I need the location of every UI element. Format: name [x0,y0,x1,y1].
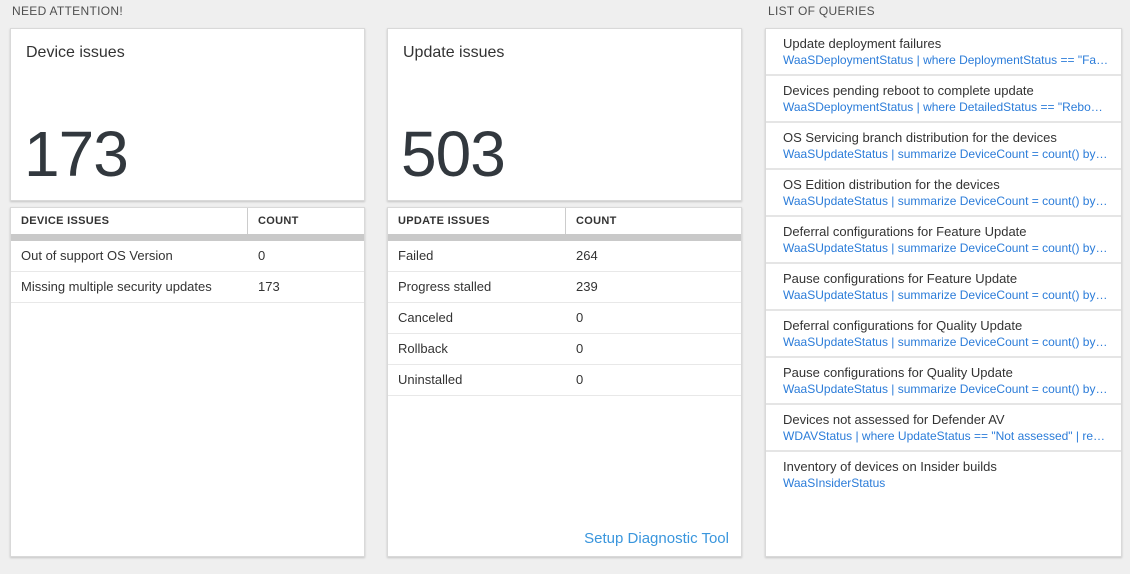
issue-count: 0 [258,248,266,263]
table-row[interactable]: Canceled 0 [388,303,741,334]
query-item[interactable]: OS Edition distribution for the devices … [766,170,1121,217]
issue-label: Out of support OS Version [21,248,173,263]
issue-label: Uninstalled [398,372,463,387]
query-title: Pause configurations for Quality Update [783,365,1013,380]
horizontal-scrollbar[interactable] [388,234,741,241]
issue-label: Canceled [398,310,453,325]
device-issues-column-header: DEVICE ISSUES [11,208,248,234]
query-item[interactable]: Pause configurations for Feature Update … [766,264,1121,311]
query-text-link[interactable]: WaaSDeploymentStatus | where DetailedSta… [783,100,1109,114]
update-issues-table-card: UPDATE ISSUES COUNT Failed 264 Progress … [387,207,742,557]
issue-count: 0 [576,372,584,387]
query-text-link[interactable]: WaaSUpdateStatus | summarize DeviceCount… [783,288,1109,302]
query-title: OS Servicing branch distribution for the… [783,130,1057,145]
list-of-queries-panel: Update deployment failures WaaSDeploymen… [765,28,1122,557]
update-issues-table-header: UPDATE ISSUES COUNT [388,208,741,234]
query-title: Deferral configurations for Feature Upda… [783,224,1027,239]
count-column-header: COUNT [576,215,617,227]
query-title: Inventory of devices on Insider builds [783,459,997,474]
count-column-header: COUNT [258,215,299,227]
need-attention-section-label: NEED ATTENTION! [12,4,123,18]
issue-count: 264 [576,248,598,263]
table-row[interactable]: Missing multiple security updates 173 [11,272,364,303]
device-issues-table-card: DEVICE ISSUES COUNT Out of support OS Ve… [10,207,365,557]
query-title: Devices pending reboot to complete updat… [783,83,1034,98]
query-text-link[interactable]: WDAVStatus | where UpdateStatus == "Not … [783,429,1109,443]
issue-label: Failed [398,248,434,263]
query-item[interactable]: Inventory of devices on Insider builds W… [766,452,1121,497]
table-row[interactable]: Out of support OS Version 0 [11,241,364,272]
table-row[interactable]: Failed 264 [388,241,741,272]
update-issues-count: 503 [401,118,506,190]
device-issues-count: 173 [24,118,129,190]
setup-diagnostic-tool-link[interactable]: Setup Diagnostic Tool [584,530,729,547]
query-text-link[interactable]: WaaSUpdateStatus | summarize DeviceCount… [783,335,1109,349]
query-item[interactable]: Pause configurations for Quality Update … [766,358,1121,405]
query-title: OS Edition distribution for the devices [783,177,1000,192]
horizontal-scrollbar[interactable] [11,234,364,241]
query-text-link[interactable]: WaaSUpdateStatus | summarize DeviceCount… [783,382,1109,396]
query-item[interactable]: Deferral configurations for Quality Upda… [766,311,1121,358]
query-item[interactable]: Deferral configurations for Feature Upda… [766,217,1121,264]
query-item[interactable]: Devices not assessed for Defender AV WDA… [766,405,1121,452]
query-text-link[interactable]: WaaSUpdateStatus | summarize DeviceCount… [783,194,1109,208]
issue-count: 173 [258,279,280,294]
issue-label: Missing multiple security updates [21,279,212,294]
issue-label: Rollback [398,341,448,356]
query-text-link[interactable]: WaaSUpdateStatus | summarize DeviceCount… [783,241,1109,255]
query-text-link[interactable]: WaaSUpdateStatus | summarize DeviceCount… [783,147,1109,161]
device-issues-tile[interactable]: Device issues 173 [10,28,365,201]
table-row[interactable]: Uninstalled 0 [388,365,741,396]
table-row[interactable]: Rollback 0 [388,334,741,365]
query-item[interactable]: Update deployment failures WaaSDeploymen… [766,29,1121,76]
query-item[interactable]: Devices pending reboot to complete updat… [766,76,1121,123]
query-title: Update deployment failures [783,36,942,51]
query-title: Pause configurations for Feature Update [783,271,1018,286]
device-issues-table-header: DEVICE ISSUES COUNT [11,208,364,234]
update-issues-title: Update issues [403,44,505,61]
issue-count: 239 [576,279,598,294]
query-title: Devices not assessed for Defender AV [783,412,1005,427]
query-text-link[interactable]: WaaSDeploymentStatus | where DeploymentS… [783,53,1109,67]
update-issues-tile[interactable]: Update issues 503 [387,28,742,201]
query-title: Deferral configurations for Quality Upda… [783,318,1023,333]
issue-count: 0 [576,310,584,325]
issue-label: Progress stalled [398,279,492,294]
query-text-link[interactable]: WaaSInsiderStatus [783,476,886,490]
device-issues-title: Device issues [26,44,125,61]
issue-count: 0 [576,341,584,356]
query-item[interactable]: OS Servicing branch distribution for the… [766,123,1121,170]
update-issues-column-header: UPDATE ISSUES [388,208,566,234]
table-row[interactable]: Progress stalled 239 [388,272,741,303]
list-of-queries-section-label: LIST OF QUERIES [768,4,875,18]
